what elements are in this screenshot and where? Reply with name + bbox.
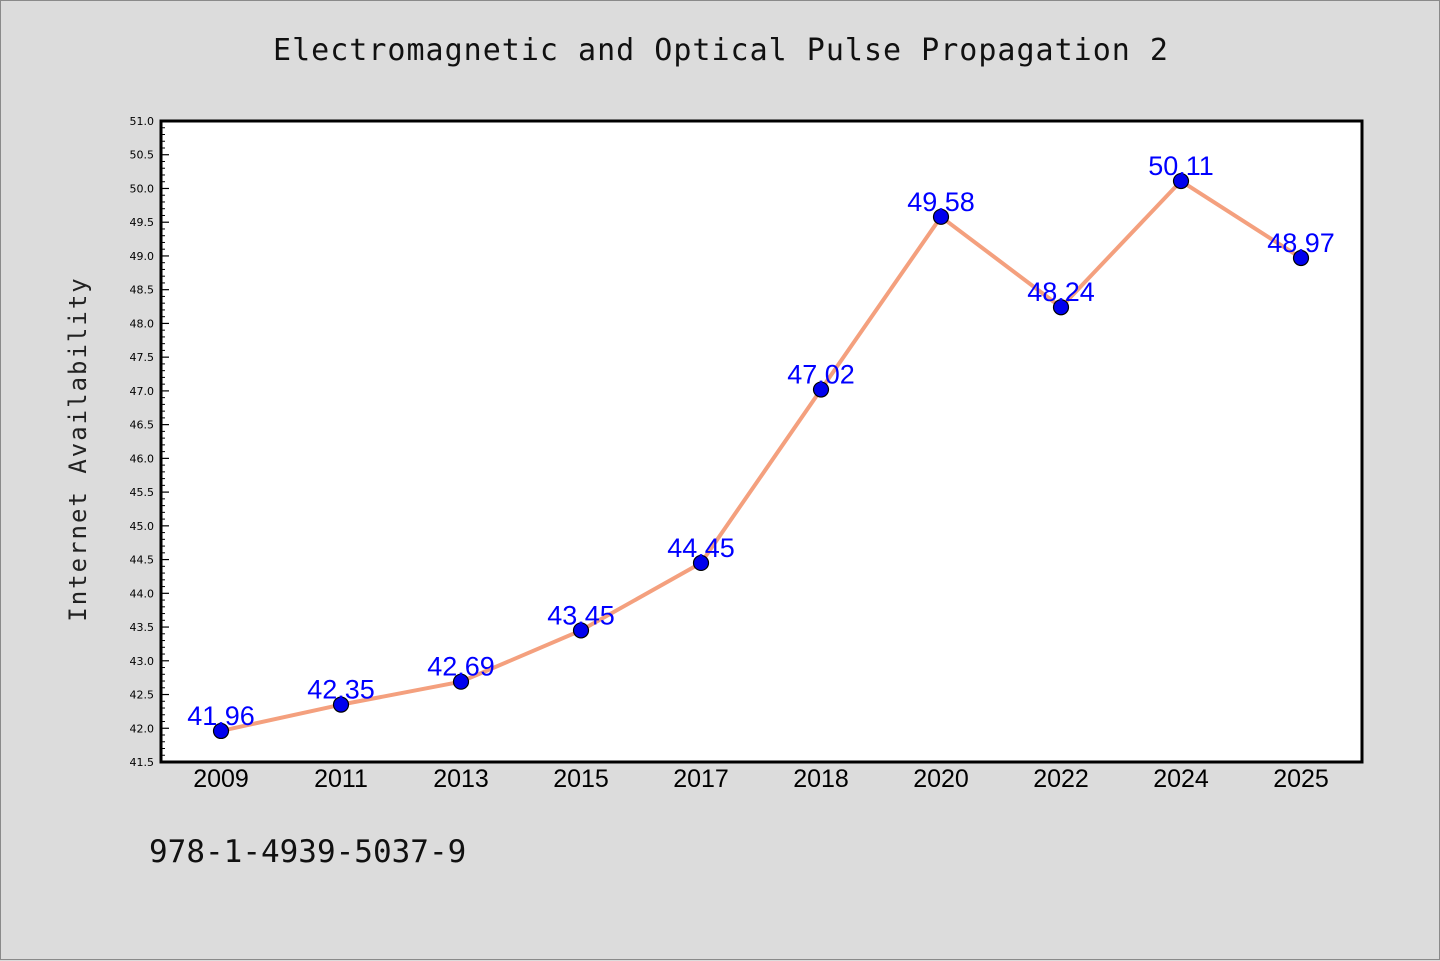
x-tick-label: 2024: [1153, 765, 1209, 793]
y-tick-label: 43.5: [130, 621, 155, 634]
data-point: [332, 696, 350, 713]
x-tick-label: 2020: [913, 765, 969, 793]
x-tick-label: 2022: [1033, 765, 1089, 793]
y-tick-label: 44.5: [130, 554, 155, 567]
data-label: 42.69: [427, 652, 495, 682]
data-label: 41.96: [187, 701, 255, 731]
data-point: [572, 622, 590, 639]
series-line: [219, 179, 1303, 733]
plot-frame: [159, 119, 1364, 764]
y-tick-label: 46.5: [130, 419, 155, 432]
plot-area: [161, 121, 1362, 762]
x-tick-label: 2017: [673, 765, 729, 793]
y-tick-label: 49.0: [130, 250, 155, 263]
y-tick-label: 42.5: [130, 689, 155, 702]
data-point: [812, 381, 830, 398]
y-tick-label: 45.5: [130, 486, 155, 499]
data-label: 48.97: [1267, 228, 1335, 258]
y-tick-label: 41.5: [130, 756, 155, 769]
data-point: [692, 554, 710, 572]
y-tick-label: 48.5: [130, 284, 155, 297]
y-tick-label: 46.0: [130, 452, 155, 465]
y-tick-label: 49.5: [130, 216, 155, 229]
y-tick-label: 47.0: [130, 385, 155, 398]
y-tick-label: 48.0: [130, 317, 155, 330]
y-tick-label: 50.5: [130, 149, 155, 162]
data-point: [1292, 249, 1310, 267]
data-label: 50.11: [1148, 151, 1214, 181]
y-tick-label: 44.0: [130, 587, 155, 600]
data-label: 42.35: [307, 675, 375, 705]
y-tick-label: 45.0: [130, 520, 155, 533]
x-tick-label: 2018: [793, 765, 849, 793]
chart-title: Electromagnetic and Optical Pulse Propag…: [273, 33, 1169, 68]
data-point: [1052, 299, 1070, 316]
y-tick-label: 50.0: [130, 182, 155, 195]
data-label: 44.45: [667, 533, 735, 563]
x-tick-label: 2015: [553, 765, 609, 793]
data-label: 47.02: [787, 360, 855, 390]
data-point: [452, 673, 470, 690]
y-tick-label: 51.0: [130, 115, 155, 128]
data-point: [1172, 172, 1190, 190]
x-tick-label: 2009: [193, 765, 249, 793]
x-tick-label: 2011: [314, 765, 368, 793]
y-tick-label: 47.5: [130, 351, 155, 364]
y-tick-label: 42.0: [130, 722, 155, 735]
x-tick-label: 2013: [433, 765, 489, 793]
data-label: 43.45: [547, 600, 615, 630]
data-point: [212, 722, 230, 740]
y-tick-label: 43.0: [130, 655, 155, 668]
data-label: 49.58: [907, 187, 975, 217]
x-tick-label: 2025: [1273, 765, 1329, 793]
data-point: [932, 208, 950, 225]
isbn-text: 978-1-4939-5037-9: [149, 834, 467, 870]
data-label: 48.24: [1027, 277, 1095, 307]
